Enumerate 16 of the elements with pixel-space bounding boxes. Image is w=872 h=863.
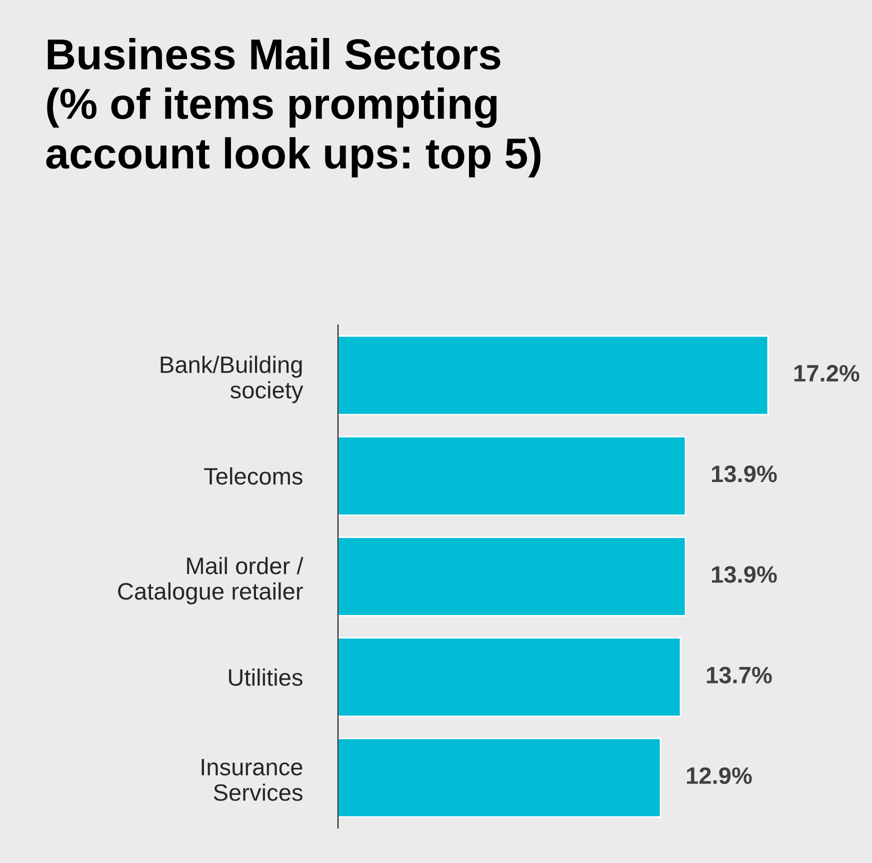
chart-title: Business Mail Sectors (% of items prompting account look ups: top 5) [46,38,540,178]
bar [338,536,686,616]
data-label: 13.7% [706,666,772,684]
bar [338,436,686,516]
bar [338,738,662,818]
y-tick-label: Telecoms [204,467,302,485]
y-tick-label: Bank/Building society [160,356,304,404]
bar [338,335,769,416]
y-tick-label: Insurance Services [202,759,302,801]
data-label: 12.9% [686,767,752,784]
y-tick-label: Utilities [229,668,302,686]
y-tick-label: Mail order / Catalogue retailer [118,556,304,604]
bar [338,637,682,718]
data-label: 13.9% [712,466,777,482]
data-label: 17.2% [794,364,860,382]
data-label: 13.9% [712,566,777,583]
